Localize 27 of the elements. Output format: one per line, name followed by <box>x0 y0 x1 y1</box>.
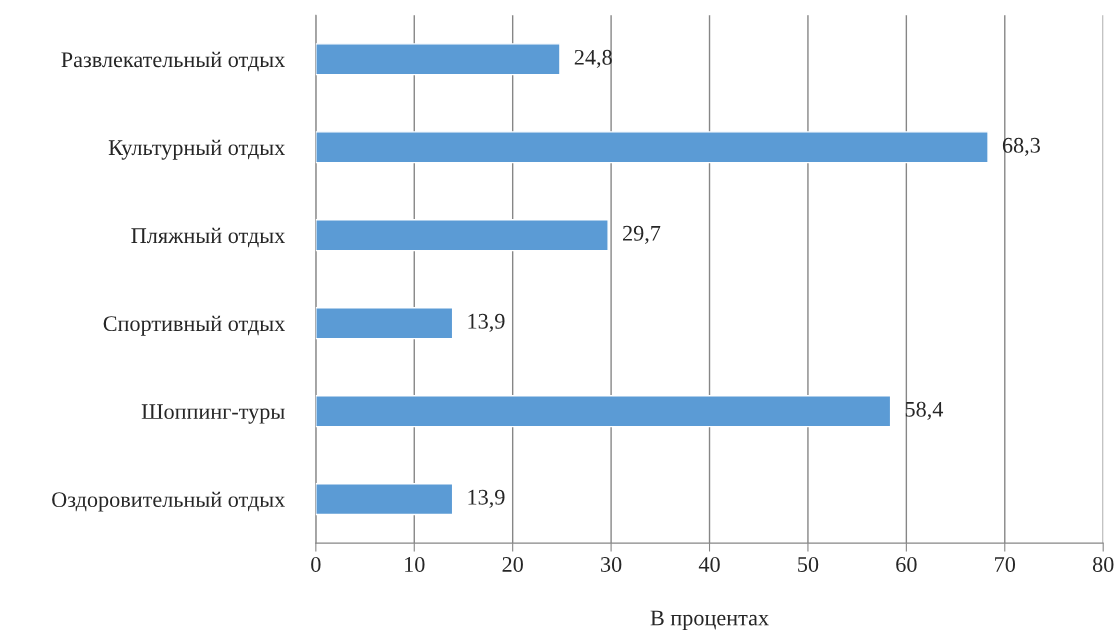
x-tick-label: 60 <box>896 556 917 572</box>
y-tick-label: Шоппинг-туры <box>141 404 285 424</box>
bar <box>315 483 454 516</box>
x-tick-label: 40 <box>698 556 720 572</box>
y-tick-label: Оздоровительный отдых <box>52 491 286 512</box>
data-label: 29,7 <box>623 225 661 244</box>
data-label: 68,3 <box>1002 137 1040 156</box>
y-tick-label: Культурный отдых <box>108 139 286 160</box>
bar <box>315 43 561 76</box>
y-tick-label: Спортивный отдых <box>103 315 286 336</box>
x-tick-label: 10 <box>405 556 425 572</box>
data-label: 24,8 <box>574 49 612 69</box>
bar <box>315 131 989 164</box>
x-tick-label: 50 <box>798 556 819 572</box>
bar <box>315 395 892 428</box>
x-tick-label: 20 <box>502 556 523 572</box>
bar <box>315 219 609 252</box>
data-label: 13,9 <box>468 489 505 508</box>
x-tick-label: 30 <box>601 556 622 572</box>
data-label: 13,9 <box>468 313 505 332</box>
x-tick-label: 70 <box>995 556 1016 572</box>
y-tick-label: Развлекательный отдых <box>61 51 286 72</box>
x-axis-title: В процентах <box>650 610 769 630</box>
x-tick-label: 0 <box>311 556 321 572</box>
bar <box>315 307 454 340</box>
x-tick-label: 80 <box>1092 556 1114 572</box>
y-tick-label: Пляжный отдых <box>131 227 286 248</box>
